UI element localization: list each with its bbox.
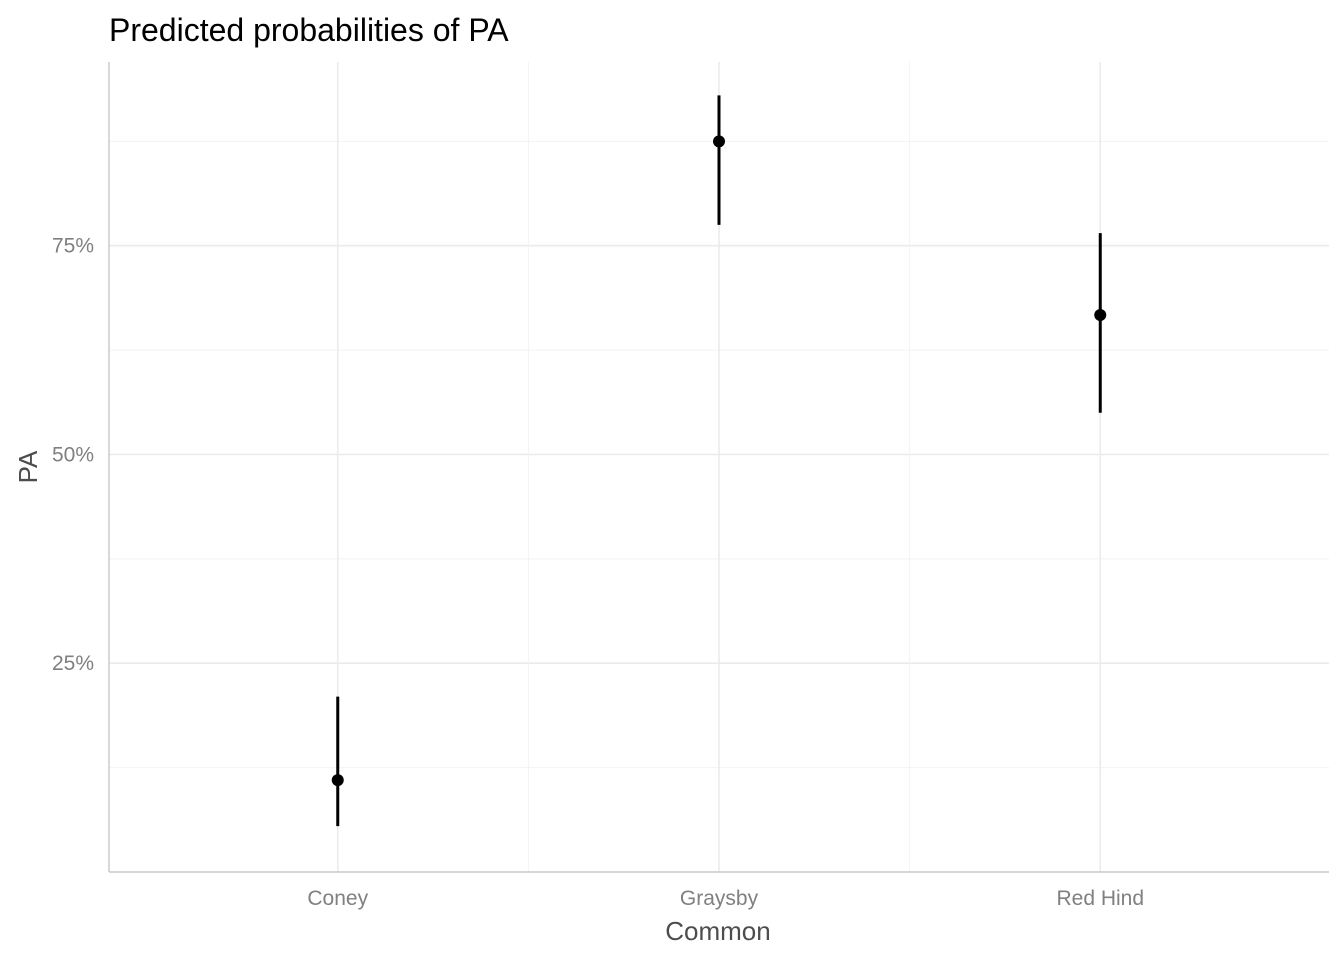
x-tick-label: Red Hind <box>1056 887 1144 910</box>
chart-title: Predicted probabilities of PA <box>109 12 509 48</box>
y-tick-label: 75% <box>52 235 94 258</box>
data-point <box>1094 309 1107 322</box>
marks-layer <box>331 95 1107 827</box>
x-tick-label: Coney <box>307 887 368 910</box>
data-point <box>331 774 344 787</box>
data-point <box>713 135 725 148</box>
labels-layer: 25% 50% 75% Coney Graysby Red Hind <box>52 235 1144 910</box>
y-axis-title: PA <box>13 450 43 483</box>
x-tick-label: Graysby <box>680 887 759 910</box>
x-axis-title: Common <box>665 916 770 946</box>
y-tick-label: 50% <box>52 443 94 466</box>
y-tick-label: 25% <box>52 652 94 675</box>
axis-layer <box>108 62 1329 873</box>
